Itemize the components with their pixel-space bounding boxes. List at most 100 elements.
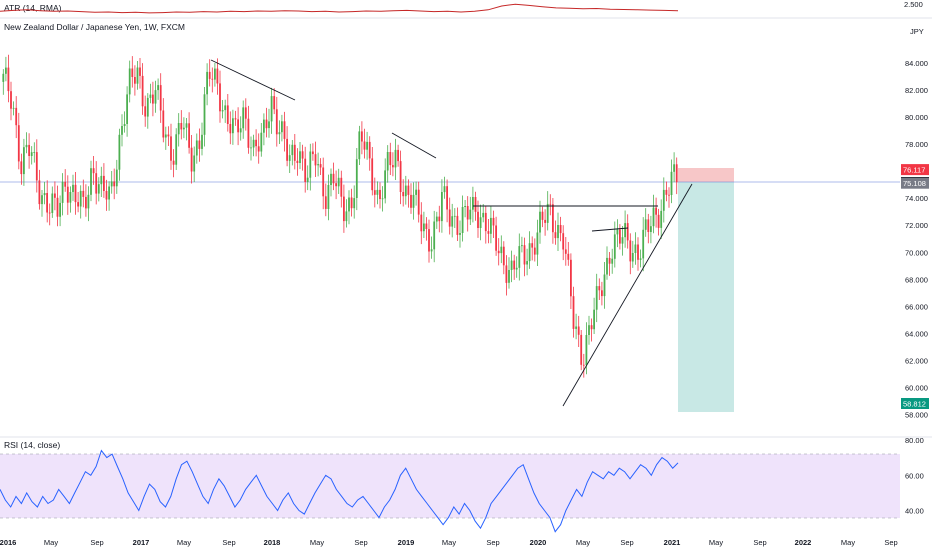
candle-body	[79, 190, 82, 207]
candle-body	[453, 215, 456, 217]
candle-body	[242, 107, 245, 129]
candle-body	[634, 244, 637, 253]
candle-body	[430, 249, 433, 252]
candle-body	[118, 134, 121, 170]
candle-body	[100, 175, 103, 185]
candle-body	[552, 204, 554, 233]
candle-body	[43, 193, 46, 196]
time-axis[interactable]: 2016 May Sep 2017 May Sep 2018 May Sep 2019 May Sep…	[0, 538, 898, 547]
time-tick-label: 2021	[664, 538, 681, 547]
candle-body	[459, 233, 461, 235]
candle-body	[177, 123, 180, 135]
candle-body	[660, 210, 663, 228]
candle-body	[232, 118, 234, 134]
candle-body	[438, 216, 441, 222]
candle-body	[521, 245, 523, 247]
candle-body	[306, 177, 309, 182]
candle-body	[582, 364, 585, 366]
candle-body	[291, 144, 294, 156]
price-tag-label: 75.108	[903, 179, 926, 188]
candle-body	[484, 212, 487, 232]
stop-loss-zone	[678, 168, 734, 182]
candle-body	[260, 132, 263, 152]
atr-tick-label: 2.500	[904, 0, 923, 9]
candle-body	[327, 185, 330, 209]
rsi-pane: RSI (14, close) 80.00 60.00 40.00	[0, 436, 924, 533]
candle-body	[134, 77, 136, 84]
candle-body	[54, 193, 56, 198]
price-tick-label: 74.000	[905, 194, 928, 203]
candle-body	[167, 134, 170, 137]
candle-body	[394, 149, 397, 168]
candle-body	[546, 203, 549, 223]
candle-body	[193, 155, 196, 172]
candle-body	[487, 231, 490, 234]
candle-body	[66, 186, 69, 203]
time-tick-label: 2016	[0, 538, 16, 547]
candle-body	[518, 246, 521, 268]
candle-body	[226, 105, 229, 124]
candle-body	[7, 67, 10, 92]
candle-body	[247, 118, 250, 148]
candle-body	[420, 214, 423, 232]
candle-body	[170, 136, 172, 161]
rsi-tick-label: 60.00	[905, 471, 924, 480]
candle-body	[428, 229, 430, 252]
candle-body	[526, 261, 528, 265]
candle-body	[216, 68, 219, 84]
time-tick-label: Sep	[354, 538, 367, 547]
candle-body	[404, 185, 407, 197]
price-tag	[901, 177, 929, 189]
candle-body	[278, 132, 281, 135]
candle-body	[670, 171, 673, 195]
atr-pane: ATR (14, RMA) 2.500	[0, 0, 923, 14]
candle-body	[286, 138, 288, 161]
candle-body	[399, 161, 402, 192]
candle-body	[154, 90, 157, 104]
candle-body	[613, 234, 616, 259]
candle-body	[56, 197, 59, 217]
candle-body	[456, 215, 459, 235]
candle-body	[17, 125, 20, 162]
trendline-2017	[210, 59, 296, 101]
candle-body	[631, 253, 634, 262]
candle-body	[2, 73, 5, 82]
candle-body	[417, 189, 420, 215]
candle-body	[381, 198, 384, 200]
candle-body	[275, 109, 278, 135]
candle-body	[301, 151, 304, 159]
candle-body	[61, 181, 64, 203]
candle-body	[265, 119, 268, 129]
candle-body	[415, 189, 417, 195]
candle-body	[657, 214, 660, 228]
candle-body	[435, 216, 438, 222]
candle-body	[410, 194, 412, 208]
candle-body	[299, 151, 301, 163]
candle-body	[92, 168, 95, 174]
candle-body	[368, 141, 371, 159]
candle-body	[433, 221, 436, 250]
candle-body	[206, 71, 208, 95]
candle-body	[90, 168, 92, 195]
candle-body	[495, 225, 497, 251]
candle-body	[621, 237, 624, 244]
candle-body	[340, 177, 343, 197]
candle-body	[330, 173, 332, 185]
candle-body	[665, 189, 668, 195]
candle-body	[343, 196, 345, 222]
candle-body	[608, 257, 611, 264]
candle-body	[451, 216, 454, 227]
candle-body	[353, 198, 356, 209]
price-tick-label: 68.000	[905, 275, 928, 284]
candle-body	[655, 207, 657, 215]
rsi-series-line	[0, 449, 679, 533]
candle-body	[472, 197, 474, 210]
candle-body	[497, 250, 500, 254]
candle-body	[549, 203, 552, 205]
candle-body	[379, 189, 381, 199]
candle-body	[268, 121, 270, 129]
time-tick-label: Sep	[486, 538, 499, 547]
candle-body	[35, 152, 38, 181]
candle-body	[350, 197, 353, 209]
